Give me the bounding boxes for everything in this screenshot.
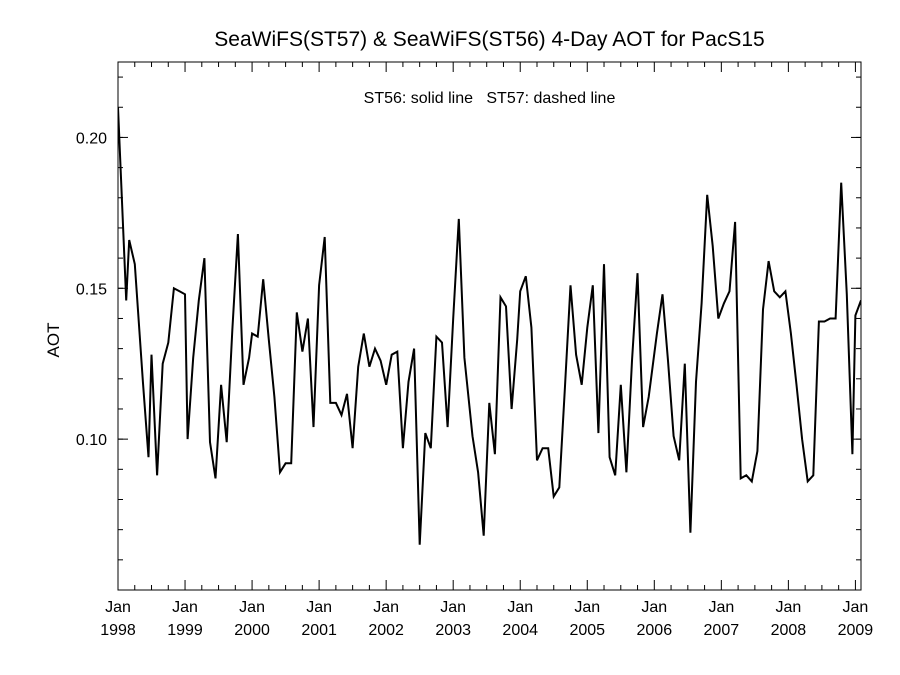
x-tick-label-year: 2000 — [234, 622, 270, 639]
x-tick-label-month: Jan — [239, 599, 265, 616]
x-tick-label-year: 2004 — [502, 622, 538, 639]
x-tick-label-year: 2001 — [301, 622, 337, 639]
x-tick-label-month: Jan — [306, 599, 332, 616]
x-tick-label-month: Jan — [574, 599, 600, 616]
x-tick-label-month: Jan — [105, 599, 131, 616]
x-tick-label-year: 2007 — [704, 622, 740, 639]
x-tick-label-month: Jan — [373, 599, 399, 616]
y-tick-label: 0.10 — [76, 432, 107, 449]
y-tick-label: 0.15 — [76, 281, 107, 298]
x-tick-label-month: Jan — [775, 599, 801, 616]
x-tick-label-year: 2008 — [771, 622, 807, 639]
x-tick-label-month: Jan — [708, 599, 734, 616]
x-tick-label-month: Jan — [440, 599, 466, 616]
x-tick-label-year: 2006 — [637, 622, 673, 639]
x-tick-label-month: Jan — [641, 599, 667, 616]
series-line-solid — [118, 107, 861, 545]
line-style-annotation: ST56: solid line ST57: dashed line — [363, 90, 616, 107]
x-tick-label-month: Jan — [843, 599, 869, 616]
x-tick-label-month: Jan — [172, 599, 198, 616]
x-tick-label-year: 1999 — [167, 622, 203, 639]
y-tick-label: 0.20 — [76, 130, 107, 147]
chart-title: SeaWiFS(ST57) & SeaWiFS(ST56) 4-Day AOT … — [214, 28, 765, 51]
x-tick-label-year: 2003 — [435, 622, 471, 639]
x-tick-label-month: Jan — [507, 599, 533, 616]
x-tick-label-year: 2005 — [569, 622, 605, 639]
plot-frame — [117, 61, 862, 591]
x-tick-label-year: 1998 — [100, 622, 136, 639]
x-tick-label-year: 2002 — [368, 622, 404, 639]
x-tick-label-year: 2009 — [838, 622, 874, 639]
y-axis-label: AOT — [44, 322, 63, 358]
